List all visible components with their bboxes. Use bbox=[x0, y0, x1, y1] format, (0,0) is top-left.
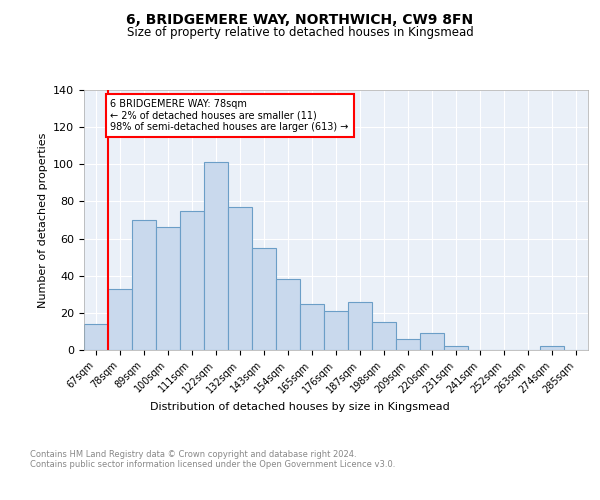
Text: Size of property relative to detached houses in Kingsmead: Size of property relative to detached ho… bbox=[127, 26, 473, 39]
Text: 6, BRIDGEMERE WAY, NORTHWICH, CW9 8FN: 6, BRIDGEMERE WAY, NORTHWICH, CW9 8FN bbox=[127, 12, 473, 26]
Bar bbox=[276, 280, 300, 350]
Bar bbox=[372, 322, 396, 350]
Bar bbox=[132, 220, 156, 350]
Y-axis label: Number of detached properties: Number of detached properties bbox=[38, 132, 47, 308]
Bar bbox=[156, 228, 180, 350]
Bar bbox=[228, 207, 252, 350]
Text: 6 BRIDGEMERE WAY: 78sqm
← 2% of detached houses are smaller (11)
98% of semi-det: 6 BRIDGEMERE WAY: 78sqm ← 2% of detached… bbox=[110, 100, 349, 132]
Text: Contains HM Land Registry data © Crown copyright and database right 2024.
Contai: Contains HM Land Registry data © Crown c… bbox=[30, 450, 395, 469]
Bar bbox=[348, 302, 372, 350]
Bar bbox=[252, 248, 276, 350]
Bar bbox=[396, 339, 420, 350]
Bar bbox=[180, 210, 204, 350]
Bar bbox=[108, 288, 132, 350]
Text: Distribution of detached houses by size in Kingsmead: Distribution of detached houses by size … bbox=[150, 402, 450, 412]
Bar bbox=[204, 162, 228, 350]
Bar bbox=[444, 346, 468, 350]
Bar bbox=[324, 311, 348, 350]
Bar bbox=[84, 324, 108, 350]
Bar bbox=[300, 304, 324, 350]
Bar bbox=[420, 334, 444, 350]
Bar bbox=[540, 346, 564, 350]
